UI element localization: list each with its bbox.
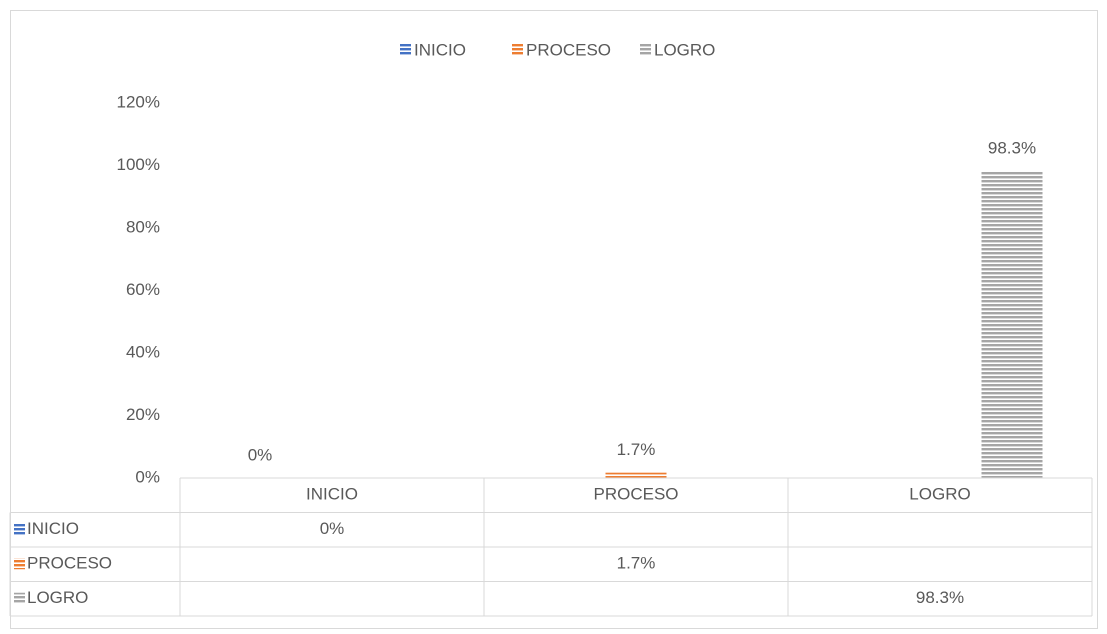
table-header: LOGRO xyxy=(909,485,970,504)
legend-label: LOGRO xyxy=(654,40,715,59)
table-row-label: PROCESO xyxy=(27,554,112,573)
y-tick-label: 40% xyxy=(126,342,160,361)
y-tick-label: 0% xyxy=(135,467,160,486)
data-label: 98.3% xyxy=(988,138,1036,157)
table-swatch xyxy=(14,592,25,604)
data-label: 1.7% xyxy=(617,440,656,459)
legend-label: PROCESO xyxy=(526,40,611,59)
table-swatch xyxy=(14,523,25,535)
y-tick-label: 120% xyxy=(117,92,160,111)
table-cell: 0% xyxy=(320,519,345,538)
y-tick-label: 80% xyxy=(126,217,160,236)
bar xyxy=(981,170,1043,478)
legend-swatch xyxy=(400,44,411,55)
table-header: INICIO xyxy=(306,485,358,504)
y-tick-label: 20% xyxy=(126,405,160,424)
legend-label: INICIO xyxy=(414,40,466,59)
table-row-label: INICIO xyxy=(27,519,79,538)
table-cell: 98.3% xyxy=(916,588,964,607)
table-header: PROCESO xyxy=(593,485,678,504)
legend-swatch xyxy=(640,44,651,55)
bar xyxy=(605,472,667,478)
y-tick-label: 60% xyxy=(126,280,160,299)
y-tick-label: 100% xyxy=(117,155,160,174)
data-label: 0% xyxy=(248,445,273,464)
table-row-label: LOGRO xyxy=(27,588,88,607)
legend-swatch xyxy=(512,44,523,55)
table-swatch xyxy=(14,558,25,570)
chart-border xyxy=(10,10,1098,629)
table-cell: 1.7% xyxy=(617,554,656,573)
